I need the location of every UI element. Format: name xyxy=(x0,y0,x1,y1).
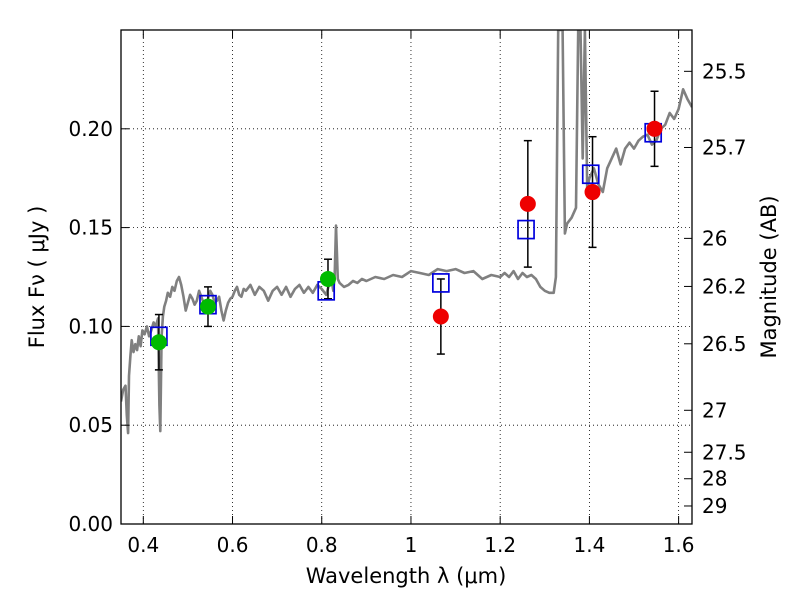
y-tick-label: 0.00 xyxy=(68,512,113,536)
circle-marker xyxy=(519,195,536,212)
plot-frame xyxy=(120,29,693,525)
y2-tick-label: 25.7 xyxy=(702,135,747,159)
y-tick-label: 0.05 xyxy=(68,413,113,437)
x-tick-label: 0.6 xyxy=(217,533,249,557)
y2-tick-label: 27.5 xyxy=(702,440,747,464)
y2-tick-label: 28 xyxy=(702,467,727,491)
x-tick-label: 1.2 xyxy=(484,533,516,557)
circle-marker xyxy=(584,184,601,201)
x-tick-label: 1.6 xyxy=(663,533,695,557)
spectrum-line xyxy=(121,30,692,435)
grid xyxy=(121,30,692,525)
series-lines xyxy=(121,30,692,435)
square-marker xyxy=(431,273,450,293)
x-tick-label: 1.4 xyxy=(573,533,605,557)
x-tick-label: 1 xyxy=(405,533,418,557)
ticks xyxy=(121,30,692,525)
square-marker xyxy=(517,219,535,240)
circle-marker xyxy=(199,298,216,315)
circle-marker xyxy=(150,334,167,351)
circle-marker xyxy=(646,120,663,137)
circle-marker xyxy=(432,308,449,325)
y-tick-label: 0.20 xyxy=(68,117,113,141)
y2-tick-label: 27 xyxy=(702,398,727,422)
y2-tick-label: 25.5 xyxy=(702,59,747,83)
y2-axis-label: Magnitude (AB) xyxy=(757,195,781,358)
y2-tick-label: 26.5 xyxy=(702,332,747,356)
data-markers xyxy=(150,120,663,351)
y2-tick-label: 26 xyxy=(702,226,727,250)
y-axis-label: Flux Fν ( μJy ) xyxy=(25,206,49,349)
x-tick-label: 0.8 xyxy=(306,533,338,557)
y-tick-label: 0.10 xyxy=(68,314,113,338)
y2-tick-label: 29 xyxy=(702,494,727,518)
x-axis-label: Wavelength λ (μm) xyxy=(306,564,507,588)
circle-marker xyxy=(319,270,336,287)
square-marker xyxy=(581,164,600,185)
tick-labels: 0.4 0.6 0.8 1 1.2 1.4 1.6 0.00 0.05 0.10 0.15 0.20 2… xyxy=(68,59,746,557)
y2-tick-label: 26.2 xyxy=(702,274,747,298)
x-tick-label: 0.4 xyxy=(127,533,159,557)
y-tick-label: 0.15 xyxy=(68,216,113,240)
